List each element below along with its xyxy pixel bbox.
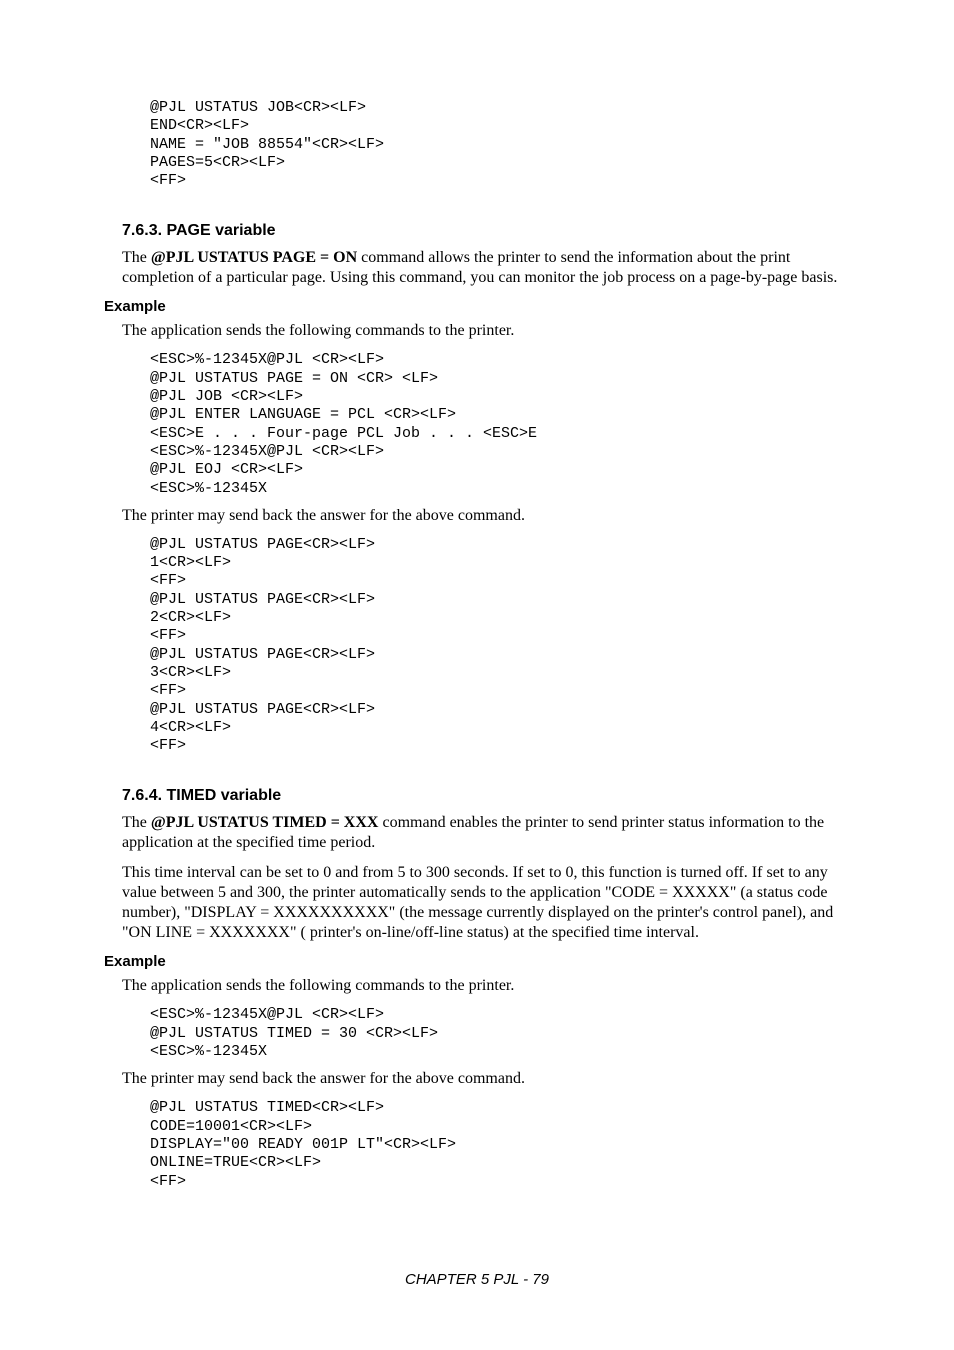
- para-764-intro: The @PJL USTATUS TIMED = XXX command ena…: [122, 813, 850, 853]
- para-764-response-intro: The printer may send back the answer for…: [122, 1069, 850, 1089]
- para-764-example-intro: The application sends the following comm…: [122, 976, 850, 996]
- para-763-intro: The @PJL USTATUS PAGE = ON command allow…: [122, 248, 850, 288]
- content-area: @PJL USTATUS JOB<CR><LF> END<CR><LF> NAM…: [122, 99, 850, 1191]
- para-763-response-intro: The printer may send back the answer for…: [122, 506, 850, 526]
- page: @PJL USTATUS JOB<CR><LF> END<CR><LF> NAM…: [0, 0, 954, 1350]
- text-bold: @PJL USTATUS PAGE = ON: [151, 249, 357, 266]
- code-block-763-response: @PJL USTATUS PAGE<CR><LF> 1<CR><LF> <FF>…: [150, 536, 850, 756]
- code-block-top: @PJL USTATUS JOB<CR><LF> END<CR><LF> NAM…: [150, 99, 850, 190]
- page-footer: CHAPTER 5 PJL - 79: [0, 1271, 954, 1288]
- text-pre: The: [122, 814, 151, 831]
- text-pre: The: [122, 249, 151, 266]
- para-764-body2: This time interval can be set to 0 and f…: [122, 863, 850, 943]
- heading-763: 7.6.3. PAGE variable: [122, 222, 850, 240]
- code-block-764-send: <ESC>%-12345X@PJL <CR><LF> @PJL USTATUS …: [150, 1006, 850, 1061]
- example-label-764: Example: [104, 953, 850, 970]
- code-block-764-response: @PJL USTATUS TIMED<CR><LF> CODE=10001<CR…: [150, 1099, 850, 1190]
- text-bold: @PJL USTATUS TIMED = XXX: [151, 814, 379, 831]
- para-763-example-intro: The application sends the following comm…: [122, 321, 850, 341]
- example-label-763: Example: [104, 298, 850, 315]
- heading-764: 7.6.4. TIMED variable: [122, 787, 850, 805]
- code-block-763-send: <ESC>%-12345X@PJL <CR><LF> @PJL USTATUS …: [150, 351, 850, 497]
